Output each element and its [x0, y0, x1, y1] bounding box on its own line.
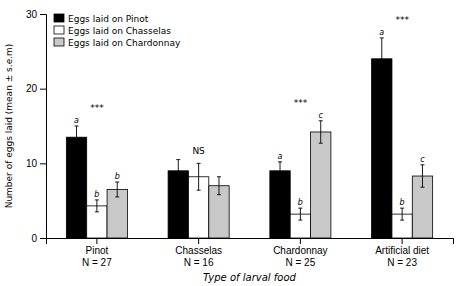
- legend-label: Eggs laid on Chasselas: [68, 26, 171, 36]
- chart: 0 10 20 30 PinotN = 27 ChasselasN = 16 Chardon…: [0, 0, 463, 286]
- letter-label: b: [400, 198, 405, 207]
- legend-item: Eggs laid on Pinot: [54, 14, 149, 24]
- x-tick-label-line: Pinot: [85, 245, 108, 256]
- series: [66, 38, 392, 238]
- legend: Eggs laid on Pinot Eggs laid on Chasselas…: [54, 14, 181, 48]
- bar: [311, 132, 331, 238]
- y-tick-mark: [40, 14, 46, 15]
- letter-label: c: [319, 111, 324, 120]
- legend-swatch: [54, 26, 64, 34]
- error-bar: [319, 121, 323, 143]
- letter-label: c: [420, 155, 425, 164]
- error-bar: [380, 38, 384, 80]
- y-tick: 10: [26, 158, 46, 169]
- x-tick-label-line: N = 27: [82, 257, 112, 268]
- x-tick-label: ChasselasN = 16: [175, 245, 222, 268]
- legend-item: Eggs laid on Chasselas: [54, 26, 171, 36]
- series: [87, 163, 413, 238]
- error-bar: [278, 162, 282, 180]
- x-tick-label-line: Artificial diet: [375, 245, 429, 256]
- x-tick: ChasselasN = 16: [175, 238, 222, 268]
- y-tick: 30: [26, 9, 46, 20]
- error-bar: [217, 177, 221, 195]
- x-tick-mark: [300, 238, 301, 244]
- x-tick-label-line: Chasselas: [175, 245, 222, 256]
- legend-swatch: [54, 14, 64, 22]
- legend-label: Eggs laid on Pinot: [68, 14, 149, 24]
- x-axis-line: [47, 239, 454, 245]
- significance-label: NS: [192, 146, 205, 156]
- letter-label: b: [298, 198, 303, 207]
- letter-label: b: [94, 190, 99, 199]
- y-tick-label: 0: [31, 233, 37, 244]
- significance-label: ***: [395, 15, 409, 25]
- x-tick-label: Artificial dietN = 23: [375, 245, 429, 268]
- x-tick-label-line: Chardonnay: [273, 245, 327, 256]
- y-axis-title: Number of eggs laid (mean ± s.e.m): [4, 44, 14, 209]
- y-tick-label: 20: [26, 83, 38, 94]
- y-tick-mark: [40, 89, 46, 90]
- error-bar: [400, 208, 404, 220]
- y-tick-mark: [40, 238, 46, 239]
- marks: [66, 38, 432, 238]
- significance-label: ***: [90, 103, 104, 113]
- x-axis: PinotN = 27ChasselasN = 16ChardonnayN = …: [47, 238, 454, 268]
- bar: [66, 137, 86, 238]
- letter-label: a: [74, 116, 79, 125]
- x-tick-label-line: N = 23: [387, 257, 417, 268]
- bar: [372, 59, 392, 238]
- letter-label: b: [115, 172, 120, 181]
- letter-label: a: [278, 152, 283, 161]
- x-tick: PinotN = 27: [82, 238, 112, 268]
- x-tick: ChardonnayN = 25: [273, 238, 327, 268]
- x-tick-mark: [198, 238, 199, 244]
- legend-label: Eggs laid on Chardonnay: [68, 38, 181, 48]
- x-tick: Artificial dietN = 23: [375, 238, 429, 268]
- y-tick-label: 10: [26, 158, 38, 169]
- error-bar: [115, 182, 119, 197]
- error-bar: [75, 126, 79, 148]
- y-tick: 0: [31, 233, 46, 244]
- error-bar: [176, 160, 180, 182]
- y-tick-mark: [40, 163, 46, 164]
- error-bar: [95, 200, 99, 212]
- error-bar: [298, 208, 302, 220]
- y-axis-line: [40, 15, 47, 239]
- legend-swatch: [54, 38, 64, 46]
- x-tick-label-line: N = 25: [286, 257, 316, 268]
- x-tick-mark: [96, 238, 97, 244]
- y-tick: 20: [26, 83, 46, 94]
- error-bar: [420, 165, 424, 187]
- y-tick-label: 30: [26, 9, 38, 20]
- bar: [270, 171, 290, 238]
- plot: 0 10 20 30 PinotN = 27 ChasselasN = 16 Chardon…: [26, 9, 454, 268]
- series: [107, 121, 433, 238]
- x-tick-label-line: N = 16: [184, 257, 214, 268]
- y-axis: 0 10 20 30: [26, 9, 47, 244]
- x-axis-title: Type of larval food: [203, 272, 296, 283]
- legend-item: Eggs laid on Chardonnay: [54, 38, 181, 48]
- x-tick-mark: [402, 238, 403, 244]
- x-tick-label: PinotN = 27: [82, 245, 112, 268]
- error-bar: [197, 163, 201, 190]
- letter-label: a: [379, 28, 384, 37]
- significance-label: ***: [294, 98, 308, 108]
- x-tick-label: ChardonnayN = 25: [273, 245, 327, 268]
